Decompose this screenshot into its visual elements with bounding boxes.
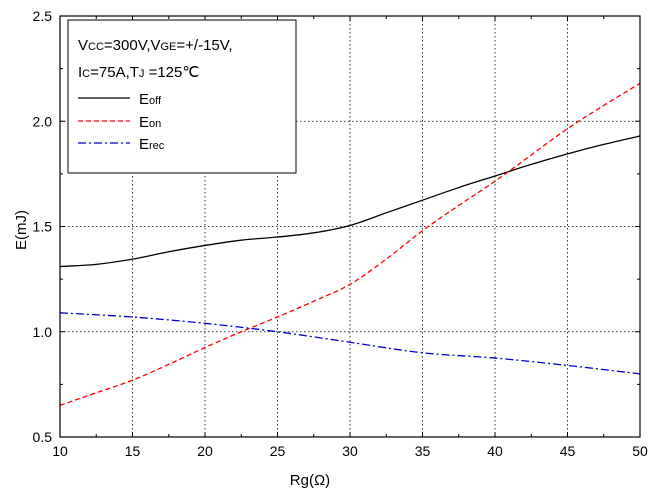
cond-i: I — [78, 64, 82, 81]
x-axis-title: Rg(Ω) — [290, 472, 330, 489]
series-line-erec — [59, 312, 641, 375]
y-axis-title: E(mJ) — [13, 210, 30, 250]
x-tick-label-15: 15 — [125, 443, 141, 459]
x-tick-label-25: 25 — [270, 443, 286, 459]
y-tick-label-2.5: 2.5 — [33, 8, 53, 24]
y-tick-label-1.0: 1.0 — [33, 324, 53, 340]
cond-v-value: =300V,V — [104, 37, 161, 54]
series-line-eon — [59, 82, 641, 407]
cond-ge: GE — [161, 41, 177, 53]
cond-v: V — [78, 37, 88, 54]
legend-label-eoff: Eoff — [139, 91, 162, 108]
x-tick-label-20: 20 — [197, 443, 213, 459]
axis-ticks — [59, 15, 641, 438]
x-tick-label-40: 40 — [487, 443, 503, 459]
legend-label-eon: Eon — [139, 114, 161, 131]
series-layer — [59, 82, 641, 407]
x-tick-label-50: 50 — [632, 443, 648, 459]
y-tick-label-1.5: 1.5 — [33, 219, 53, 235]
x-tick-label-10: 10 — [52, 443, 68, 459]
legend-label-erec: Erec — [139, 136, 165, 153]
legend-box — [67, 19, 297, 174]
cond-i-value: =75A,T — [90, 64, 139, 81]
cond-cc: CC — [88, 41, 104, 53]
y-tick-label-0.5: 0.5 — [33, 429, 53, 445]
series-line-eoff — [59, 135, 641, 268]
cond-c: C — [82, 68, 90, 80]
y-tick-label-2.0: 2.0 — [33, 113, 53, 129]
x-tick-label-35: 35 — [415, 443, 431, 459]
x-tick-labels: 10 15 20 25 30 35 40 45 50 — [52, 443, 648, 459]
cond-ge-value: =+/-15V, — [176, 37, 232, 54]
legend-conditions-line1: VCC=300V,VGE=+/-15V, — [78, 37, 233, 54]
cond-t-value: =125℃ — [144, 64, 199, 81]
x-tick-label-45: 45 — [560, 443, 576, 459]
legend-conditions-line2: IC=75A,TJ =125℃ — [78, 64, 199, 81]
legend: VCC=300V,VGE=+/-15V, IC=75A,TJ =125℃ Eof… — [67, 19, 297, 174]
y-tick-labels: 0.5 1.0 1.5 2.0 2.5 — [33, 8, 53, 445]
x-tick-label-30: 30 — [342, 443, 358, 459]
cond-j: J — [139, 68, 145, 80]
